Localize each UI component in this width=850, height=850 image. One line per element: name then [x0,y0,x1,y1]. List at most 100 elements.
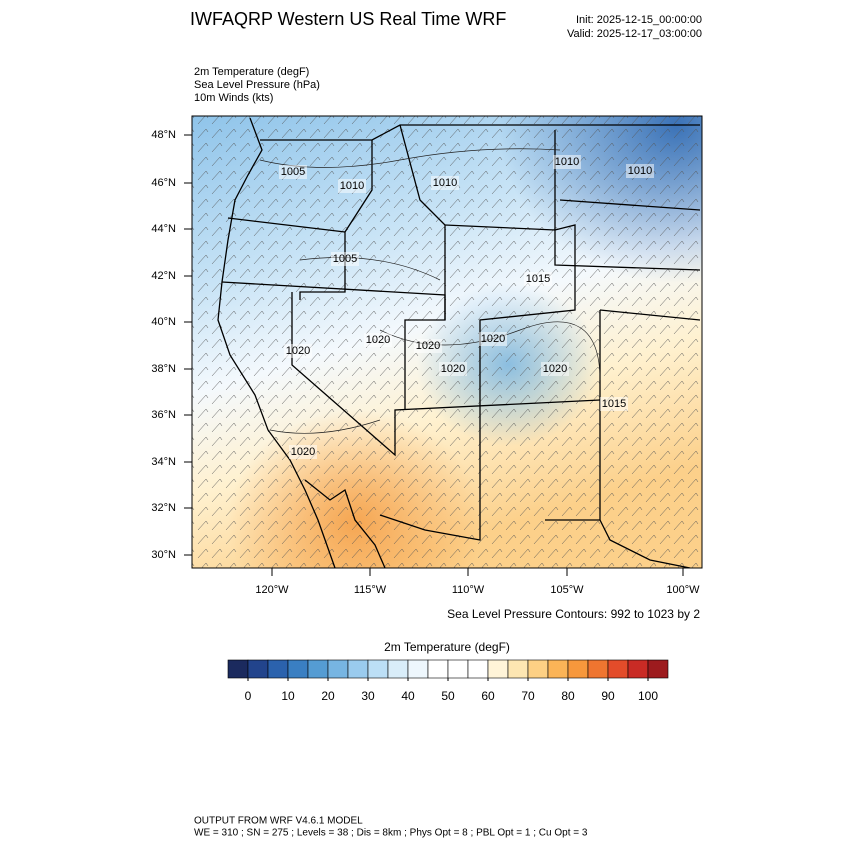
coastline [217,117,336,568]
contour-label: 1010 [340,180,364,192]
field-label: Sea Level Pressure (hPa) [194,79,320,91]
lon-label: 110°W [452,584,485,596]
contour-label: 1005 [281,166,305,178]
map-frame [191,115,703,569]
colorbar-title: 2m Temperature (degF) [384,640,510,654]
lon-label: 105°W [550,584,584,596]
lat-label: 46°N [151,177,176,189]
colorbar-swatch [287,659,309,679]
state-line [291,292,601,457]
contour-label-box [364,333,392,347]
wind-barbs [192,116,702,568]
footer-line: OUTPUT FROM WRF V4.6.1 MODEL [194,816,363,827]
contour-label-box [289,445,317,459]
contour-label-box [284,344,312,358]
contour-label: 1015 [602,398,626,410]
colorbar-swatch [547,659,569,679]
contour-label-box [279,165,307,179]
contour-label: 1005 [333,253,357,265]
colorbar-tick-label: 80 [561,689,575,703]
colorbar-swatch [227,659,249,679]
contour-label: 1020 [416,340,440,352]
contour-label: 1015 [526,273,550,285]
colorbar-swatch [327,659,349,679]
colorbar-swatch [447,659,469,679]
colorbar-tick-label: 100 [638,689,658,703]
colorbar-swatch [407,659,429,679]
colorbar-swatch [247,659,269,679]
field-label: 10m Winds (kts) [194,92,273,104]
colorbar-swatch [567,659,589,679]
colorbar-swatch [367,659,389,679]
contour-label: 1020 [291,446,315,458]
lat-label: 48°N [151,129,176,141]
colorbar-tick-label: 90 [601,689,615,703]
axes: 48°N 46°N 44°N 42°N 40°N 38°N 36°N 34°N 32°N 30°N… [151,129,700,596]
title: IWFAQRP Western US Real Time WRF [190,9,506,29]
colorbar-swatch [607,659,629,679]
contour-label-box [626,164,654,178]
valid-time: Valid: 2025-12-17_03:00:00 [567,28,702,40]
colorbar-swatch [307,659,329,679]
lat-label: 32°N [151,502,176,514]
colorbar-tick-label: 60 [481,689,495,703]
contour-label: 1020 [481,333,505,345]
colorbar-tick-label: 20 [321,689,335,703]
contour-label-box [331,252,359,266]
contour-label: 1020 [366,334,390,346]
colorbar-swatch [467,659,489,679]
field-list: 2m Temperature (degF)Sea Level Pressure … [194,66,320,104]
lat-label: 44°N [151,223,176,235]
field-label: 2m Temperature (degF) [194,66,309,78]
colorbar-swatch [387,659,409,679]
colorbar-swatch [267,659,289,679]
state-line [554,130,701,271]
colorbar-tick-label: 50 [441,689,455,703]
contour-label-box [414,339,442,353]
lon-label: 100°W [666,584,700,596]
colorbar-tick-label: 70 [521,689,535,703]
state-line [399,124,446,410]
contour-label-box [553,155,581,169]
lat-label: 34°N [151,456,176,468]
coastline [304,479,386,568]
lon-label: 120°W [255,584,289,596]
contour-label: 1020 [441,363,465,375]
footer-line: WE = 310 ; SN = 275 ; Levels = 38 ; Dis … [194,828,588,839]
colorbar-swatch [347,659,369,679]
contour-label: 1010 [628,165,652,177]
contour-label-box [439,362,467,376]
colorbar-tick-label: 10 [281,689,295,703]
colorbar-swatch [427,659,449,679]
contour-label: 1020 [286,345,310,357]
lat-label: 30°N [151,549,176,561]
border [260,124,700,141]
contour-label: 1020 [543,363,567,375]
colorbar: 0 10 20 30 40 50 60 70 80 90 100 [227,659,669,703]
contour-label: 1010 [433,177,457,189]
lon-label: 115°W [354,584,387,596]
contour-note: Sea Level Pressure Contours: 992 to 1023… [447,607,700,621]
lat-label: 40°N [151,316,176,328]
lat-label: 42°N [151,270,176,282]
contour-label-box [541,362,569,376]
lat-label: 36°N [151,409,176,421]
colorbar-tick-label: 0 [245,689,252,703]
init-time: Init: 2025-12-15_00:00:00 [576,14,702,26]
contour-label: 1010 [555,156,579,168]
state-line [559,199,701,211]
colorbar-swatch [587,659,609,679]
colorbar-swatch [647,659,669,679]
contour-label-box [479,332,507,346]
contour-label-box [524,272,552,286]
colorbar-tick-label: 30 [361,689,375,703]
contour-label-box [338,179,366,193]
state-line [379,309,701,541]
contour-label-box [600,397,628,411]
contour-label-box [431,176,459,190]
pressure-contour [259,148,601,434]
